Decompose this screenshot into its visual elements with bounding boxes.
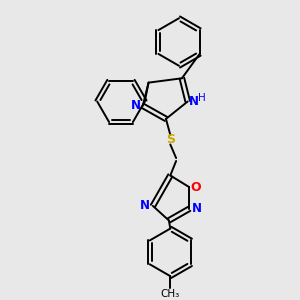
Text: N: N xyxy=(140,200,150,212)
Text: O: O xyxy=(191,181,201,194)
Text: CH₃: CH₃ xyxy=(161,289,180,299)
Text: N: N xyxy=(131,99,141,112)
Text: S: S xyxy=(167,133,176,146)
Text: N: N xyxy=(192,202,202,215)
Text: N: N xyxy=(189,95,199,108)
Text: H: H xyxy=(198,93,206,103)
